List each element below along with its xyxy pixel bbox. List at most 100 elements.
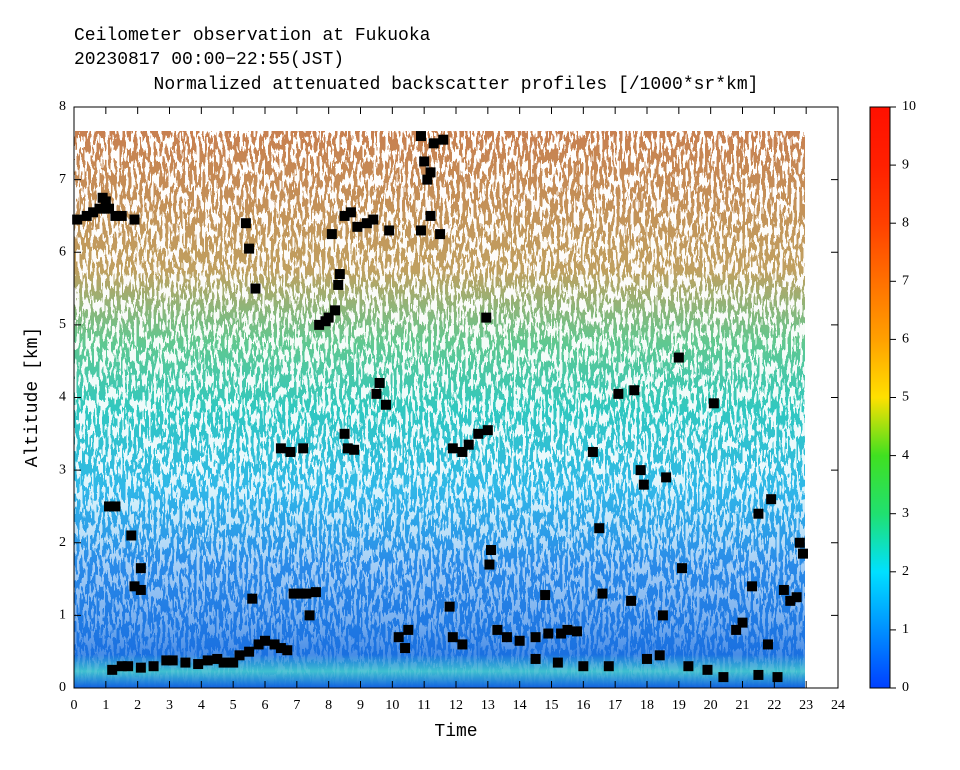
marker [218, 657, 229, 668]
marker [683, 661, 694, 672]
marker [135, 662, 146, 673]
marker [543, 628, 554, 639]
marker [552, 657, 563, 668]
marker [482, 425, 493, 436]
marker [202, 655, 213, 666]
x-tick-label: 7 [293, 698, 300, 713]
marker [345, 207, 356, 218]
marker [415, 131, 426, 142]
marker [161, 655, 172, 666]
marker [126, 530, 137, 541]
plot-title: Normalized attenuated backscatter profil… [154, 75, 759, 95]
marker [352, 221, 363, 232]
marker [380, 399, 391, 410]
marker [657, 610, 668, 621]
x-tick-label: 3 [166, 698, 173, 713]
marker [167, 655, 178, 666]
x-tick-label: 4 [198, 698, 205, 713]
marker [333, 279, 344, 290]
marker [135, 584, 146, 595]
marker [797, 548, 808, 559]
x-tick-label: 23 [799, 698, 813, 713]
marker [447, 443, 458, 454]
marker [457, 446, 468, 457]
marker [244, 646, 255, 657]
x-tick-label: 21 [736, 698, 750, 713]
marker [718, 672, 729, 683]
y-tick-label: 4 [59, 390, 66, 405]
x-tick-label: 8 [325, 698, 332, 713]
marker [129, 581, 140, 592]
marker [597, 588, 608, 599]
marker [766, 494, 777, 505]
marker [374, 377, 385, 388]
marker [587, 446, 598, 457]
x-tick-label: 10 [385, 698, 399, 713]
marker [403, 624, 414, 635]
marker [342, 443, 353, 454]
marker [282, 645, 293, 656]
marker [422, 174, 433, 185]
marker [654, 650, 665, 661]
marker [571, 626, 582, 637]
x-tick-label: 6 [262, 698, 269, 713]
marker [762, 639, 773, 650]
marker [94, 203, 105, 214]
marker [330, 305, 341, 316]
marker [794, 537, 805, 548]
marker [540, 590, 551, 601]
marker [772, 672, 783, 683]
x-tick-label: 15 [545, 698, 559, 713]
x-axis-label: Time [434, 722, 477, 742]
marker [269, 639, 280, 650]
y-tick-label: 8 [59, 99, 66, 114]
marker [753, 669, 764, 680]
marker [463, 439, 474, 450]
marker [556, 628, 567, 639]
marker [530, 653, 541, 664]
marker [116, 661, 127, 672]
colorbar-tick-label: 4 [902, 448, 909, 463]
marker [677, 563, 688, 574]
x-tick-label: 1 [102, 698, 109, 713]
marker [626, 595, 637, 606]
marker [116, 210, 127, 221]
marker [148, 661, 159, 672]
marker [339, 428, 350, 439]
colorbar-tick-label: 7 [902, 274, 909, 289]
marker [193, 659, 204, 670]
marker [310, 587, 321, 598]
x-tick-label: 12 [449, 698, 463, 713]
y-tick-label: 0 [59, 680, 66, 695]
marker [253, 639, 264, 650]
x-tick-label: 22 [767, 698, 781, 713]
marker [428, 138, 439, 149]
colorbar-tick-label: 1 [902, 622, 909, 637]
marker [638, 479, 649, 490]
colorbar-tick-label: 6 [902, 332, 909, 347]
colorbar-tick-label: 3 [902, 506, 909, 521]
marker [247, 593, 258, 604]
x-tick-label: 16 [576, 698, 590, 713]
marker [747, 581, 758, 592]
marker [753, 508, 764, 519]
marker [702, 664, 713, 675]
marker [107, 664, 118, 675]
colorbar-tick-label: 8 [902, 215, 909, 230]
marker [349, 444, 360, 455]
marker [673, 352, 684, 363]
marker [594, 523, 605, 534]
x-tick-label: 0 [71, 698, 78, 713]
marker [425, 210, 436, 221]
backscatter-field [74, 131, 805, 688]
marker [368, 214, 379, 225]
x-tick-label: 14 [513, 698, 527, 713]
marker [661, 472, 672, 483]
x-tick-label: 17 [608, 698, 622, 713]
marker [737, 617, 748, 628]
x-tick-label: 2 [134, 698, 141, 713]
x-tick-label: 11 [417, 698, 430, 713]
marker [72, 214, 83, 225]
marker [135, 563, 146, 574]
